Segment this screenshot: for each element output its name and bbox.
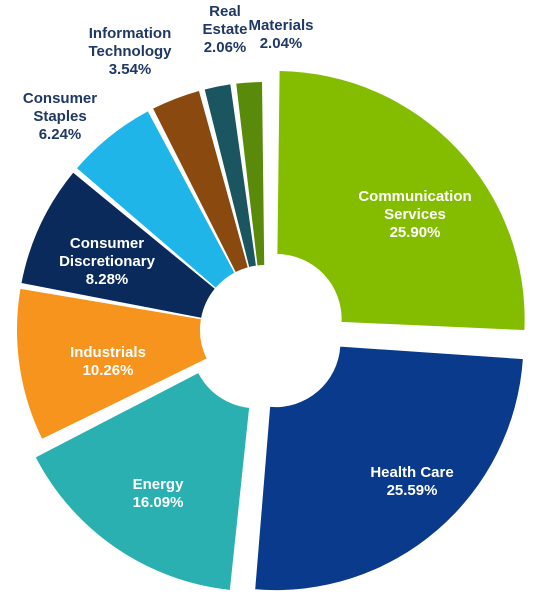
category-label: Real Estate <box>202 3 248 38</box>
slice-label: Consumer Staples 6.24% <box>15 90 105 144</box>
category-label: Energy <box>132 476 184 493</box>
slice-label: Materials 2.04% <box>241 17 321 53</box>
value-label: 16.09% <box>132 494 184 511</box>
value-label: 25.59% <box>386 482 438 499</box>
value-label: 6.24% <box>38 126 82 143</box>
donut-slice <box>255 346 523 591</box>
value-label: 2.06% <box>203 39 247 56</box>
donut-slice <box>21 172 215 318</box>
category-label: Consumer Discretionary <box>59 235 155 270</box>
donut-slice <box>35 373 250 590</box>
donut-slice <box>277 71 525 331</box>
slice-label: Real Estate 2.06% <box>200 3 250 57</box>
category-label: Information Technology <box>88 25 172 60</box>
category-label: Health Care <box>370 464 454 481</box>
category-label: Materials <box>248 17 314 34</box>
slice-label: Consumer Discretionary 8.28% <box>47 235 167 289</box>
slice-label: Industrials 10.26% <box>58 344 158 380</box>
value-label: 3.54% <box>108 61 152 78</box>
donut-slice <box>236 82 265 266</box>
donut-slice <box>204 84 256 267</box>
value-label: 25.90% <box>389 224 441 241</box>
slice-label: Health Care 25.59% <box>347 464 477 500</box>
value-label: 8.28% <box>85 271 129 288</box>
donut-slice <box>17 288 207 439</box>
donut-slice <box>77 111 235 288</box>
value-label: 10.26% <box>82 362 134 379</box>
category-label: Consumer Staples <box>22 90 98 125</box>
category-label: Communication Services <box>358 188 472 223</box>
slice-label: Energy 16.09% <box>108 476 208 512</box>
slice-label: Information Technology 3.54% <box>70 25 190 79</box>
slice-label: Communication Services 25.90% <box>345 188 485 242</box>
value-label: 2.04% <box>259 35 303 52</box>
category-label: Industrials <box>70 344 146 361</box>
donut-slice <box>153 90 248 272</box>
